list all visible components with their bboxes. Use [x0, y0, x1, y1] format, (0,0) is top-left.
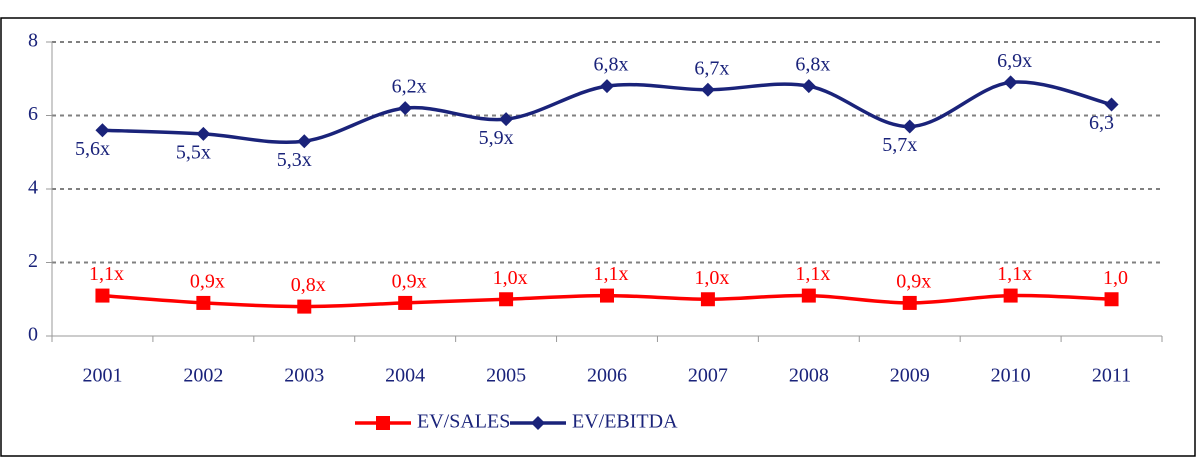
legend-marker — [531, 416, 545, 430]
data-label: 6,8x — [795, 54, 830, 76]
data-label: 1,1x — [89, 263, 124, 285]
data-label: 1,0 — [1103, 267, 1128, 289]
point — [95, 288, 110, 303]
data-label: 6,7x — [694, 57, 729, 79]
y-tick-label: 6 — [28, 103, 38, 125]
data-label: 1,1x — [594, 263, 629, 285]
x-tick-label: 2011 — [1092, 365, 1131, 387]
data-label: 5,7x — [882, 134, 917, 156]
point — [801, 288, 816, 303]
y-tick-label: 4 — [28, 177, 38, 199]
frame — [0, 17, 1196, 457]
y-tick-label: 8 — [28, 30, 38, 52]
y-tick-label: 2 — [28, 250, 38, 272]
point — [95, 123, 110, 138]
data-label: 6,8x — [594, 54, 629, 76]
point — [398, 295, 413, 310]
point — [902, 295, 917, 310]
point — [1003, 288, 1018, 303]
data-label: 5,3x — [277, 149, 312, 171]
data-label: 0,9x — [190, 271, 225, 293]
point — [1104, 292, 1119, 307]
point — [700, 292, 715, 307]
point — [196, 295, 211, 310]
x-tick-label: 2006 — [587, 365, 627, 387]
legend-label: EV/EBITDA — [572, 411, 678, 433]
data-label: 6,3 — [1089, 112, 1114, 134]
x-tick-label: 2009 — [890, 365, 930, 387]
point — [1003, 75, 1018, 90]
data-label: 6,2x — [392, 76, 427, 98]
x-tick-label: 2002 — [183, 365, 223, 387]
point — [398, 101, 413, 116]
data-label: 1,0x — [694, 267, 729, 289]
x-tick-label: 2005 — [486, 365, 526, 387]
data-label: 1,0x — [493, 267, 528, 289]
x-tick-label: 2007 — [688, 365, 728, 387]
point — [700, 82, 715, 97]
point — [196, 126, 211, 141]
data-label: 1,1x — [997, 263, 1032, 285]
point — [600, 288, 614, 303]
x-tick-label: 2003 — [284, 365, 324, 387]
data-label: 0,9x — [392, 271, 427, 293]
point — [499, 112, 514, 127]
data-label: 5,5x — [176, 141, 211, 163]
point — [297, 134, 312, 149]
legend-label: EV/SALES — [417, 411, 510, 433]
data-label: 5,6x — [75, 138, 110, 160]
point — [297, 299, 312, 314]
data-label: 1,1x — [795, 263, 830, 285]
data-label: 0,9x — [896, 271, 931, 293]
point — [600, 79, 614, 94]
data-label: 0,8x — [291, 274, 326, 296]
legend-marker — [376, 416, 390, 430]
x-tick-label: 2001 — [82, 365, 122, 387]
y-tick-label: 0 — [28, 324, 38, 346]
point — [801, 79, 816, 94]
point — [499, 292, 514, 307]
x-tick-label: 2004 — [385, 365, 425, 387]
point — [902, 119, 917, 134]
point — [1104, 97, 1119, 112]
data-label: 6,9x — [997, 50, 1032, 72]
x-tick-label: 2008 — [789, 365, 829, 387]
data-label: 5,9x — [479, 127, 514, 149]
x-tick-label: 2010 — [991, 365, 1031, 387]
